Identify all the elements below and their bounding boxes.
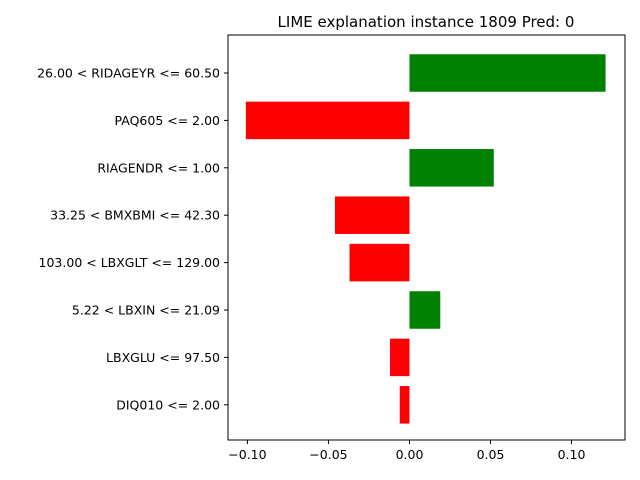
y-tick-label-6: LBXGLU <= 97.50 [106, 350, 220, 365]
y-tick-label-4: 103.00 < LBXGLT <= 129.00 [39, 255, 221, 270]
y-tick-label-0: 26.00 < RIDAGEYR <= 60.50 [37, 66, 220, 81]
bar-6 [390, 338, 410, 377]
x-tick-label-1: −0.05 [309, 447, 347, 462]
y-tick-label-7: DIQ010 <= 2.00 [116, 397, 220, 412]
bar-0 [409, 54, 606, 92]
x-tick-label-4: 0.10 [558, 447, 586, 462]
chart-title: LIME explanation instance 1809 Pred: 0 [278, 13, 575, 31]
bar-3 [334, 196, 410, 234]
bar-5 [409, 291, 441, 329]
bar-7 [399, 386, 410, 424]
y-tick-label-1: PAQ605 <= 2.00 [115, 113, 221, 128]
x-tick-label-3: 0.05 [477, 447, 505, 462]
bar-4 [349, 243, 410, 282]
y-tick-label-5: 5.22 < LBXIN <= 21.09 [72, 303, 220, 318]
y-tick-label-2: RIAGENDR <= 1.00 [97, 160, 220, 175]
plot-frame [227, 34, 626, 441]
y-tick-label-3: 33.25 < BMXBMI <= 42.30 [50, 208, 220, 223]
x-tick-label-2: 0.00 [396, 447, 424, 462]
x-tick-label-0: −0.10 [228, 447, 266, 462]
bar-2 [409, 149, 494, 187]
bar-1 [245, 101, 410, 140]
